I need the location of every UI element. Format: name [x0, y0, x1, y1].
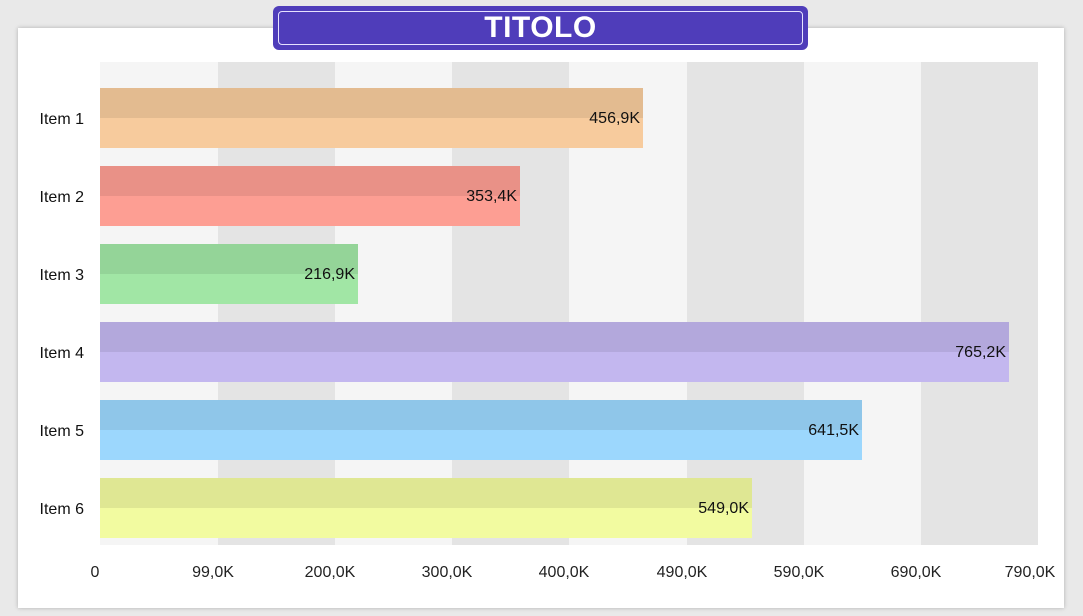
bar-shade — [100, 244, 358, 274]
bar — [100, 88, 643, 148]
x-tick-label: 790,0K — [1005, 564, 1056, 581]
x-tick-label: 590,0K — [774, 564, 825, 581]
data-label: 765,2K — [955, 344, 1006, 361]
bar — [100, 400, 862, 460]
x-tick-label: 300,0K — [422, 564, 473, 581]
data-label: 641,5K — [808, 422, 859, 439]
data-label: 216,9K — [304, 266, 355, 283]
category-label: Item 4 — [40, 345, 85, 362]
category-label: Item 2 — [40, 189, 85, 206]
bar-shade — [100, 478, 752, 508]
data-label: 353,4K — [466, 188, 517, 205]
grid-band — [687, 62, 804, 545]
bar — [100, 244, 358, 304]
x-tick-label: 0 — [91, 564, 100, 581]
chart-title: TITOLO — [278, 11, 803, 45]
category-labels: Item 1 Item 2 Item 3 Item 4 Item 5 Item 6 — [40, 111, 85, 518]
bar-shade — [100, 88, 643, 118]
x-axis-ticks: 0 99,0K 200,0K 300,0K 400,0K 490,0K 590,0K 690,… — [91, 564, 1056, 581]
x-tick-label: 490,0K — [657, 564, 708, 581]
bars — [100, 88, 1009, 538]
bar-shade — [100, 400, 862, 430]
category-label: Item 1 — [40, 111, 85, 128]
bar-shade — [100, 166, 520, 196]
x-tick-label: 400,0K — [539, 564, 590, 581]
bar — [100, 322, 1009, 382]
data-label: 549,0K — [698, 500, 749, 517]
grid-band — [804, 62, 921, 545]
category-label: Item 5 — [40, 423, 85, 440]
grid-band — [921, 62, 1038, 545]
x-tick-label: 690,0K — [891, 564, 942, 581]
data-label: 456,9K — [589, 110, 640, 127]
x-tick-label: 99,0K — [192, 564, 234, 581]
category-label: Item 6 — [40, 501, 85, 518]
bar — [100, 478, 752, 538]
title-banner: TITOLO — [273, 6, 808, 50]
x-tick-label: 200,0K — [305, 564, 356, 581]
bar — [100, 166, 520, 226]
bar-shade — [100, 322, 1009, 352]
category-label: Item 3 — [40, 267, 85, 284]
value-labels: 456,9K 353,4K 216,9K 765,2K 641,5K 549,0K — [304, 110, 1006, 517]
